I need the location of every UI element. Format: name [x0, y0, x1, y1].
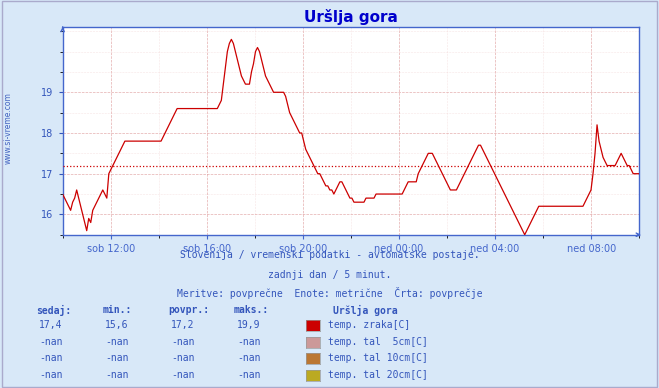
Text: -nan: -nan: [39, 337, 63, 347]
Text: povpr.:: povpr.:: [168, 305, 209, 315]
Text: temp. tal 20cm[C]: temp. tal 20cm[C]: [328, 370, 428, 380]
Text: -nan: -nan: [39, 387, 63, 388]
Text: temp. tal 30cm[C]: temp. tal 30cm[C]: [328, 387, 428, 388]
Text: -nan: -nan: [171, 337, 194, 347]
Text: -nan: -nan: [105, 387, 129, 388]
Text: temp. tal  5cm[C]: temp. tal 5cm[C]: [328, 337, 428, 347]
Text: Slovenija / vremenski podatki - avtomatske postaje.: Slovenija / vremenski podatki - avtomats…: [180, 250, 479, 260]
Text: min.:: min.:: [102, 305, 132, 315]
Text: -nan: -nan: [237, 387, 260, 388]
Text: -nan: -nan: [171, 353, 194, 364]
Text: -nan: -nan: [39, 353, 63, 364]
Text: -nan: -nan: [237, 337, 260, 347]
Text: sedaj:: sedaj:: [36, 305, 71, 315]
Text: www.si-vreme.com: www.si-vreme.com: [4, 92, 13, 164]
Text: 17,2: 17,2: [171, 320, 194, 330]
Text: -nan: -nan: [105, 337, 129, 347]
Text: -nan: -nan: [171, 387, 194, 388]
Text: zadnji dan / 5 minut.: zadnji dan / 5 minut.: [268, 270, 391, 280]
Text: -nan: -nan: [237, 370, 260, 380]
Text: -nan: -nan: [171, 370, 194, 380]
Text: 15,6: 15,6: [105, 320, 129, 330]
Text: -nan: -nan: [237, 353, 260, 364]
Title: Uršlja gora: Uršlja gora: [304, 9, 398, 24]
Text: temp. tal 10cm[C]: temp. tal 10cm[C]: [328, 353, 428, 364]
Text: -nan: -nan: [105, 370, 129, 380]
Text: 17,4: 17,4: [39, 320, 63, 330]
Text: -nan: -nan: [39, 370, 63, 380]
Text: -nan: -nan: [105, 353, 129, 364]
Text: temp. zraka[C]: temp. zraka[C]: [328, 320, 410, 330]
Text: maks.:: maks.:: [234, 305, 269, 315]
Text: Uršlja gora: Uršlja gora: [333, 305, 397, 315]
Text: Meritve: povprečne  Enote: metrične  Črta: povprečje: Meritve: povprečne Enote: metrične Črta:…: [177, 287, 482, 299]
Text: 19,9: 19,9: [237, 320, 260, 330]
